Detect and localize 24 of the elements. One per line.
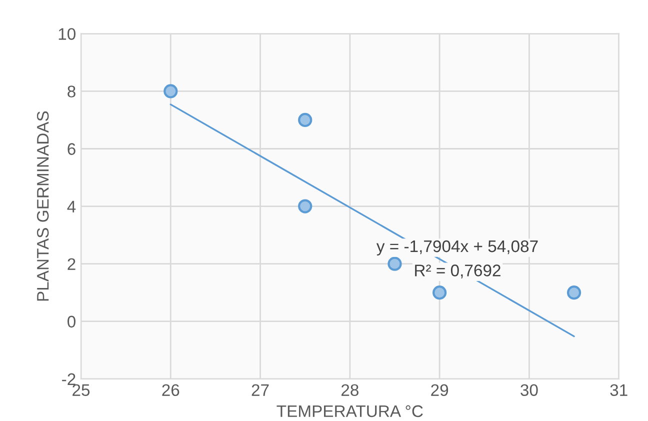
point [566, 286, 582, 300]
annotation: R² = 0,7692 [415, 264, 500, 278]
point [432, 286, 447, 300]
annotation: y = -1,7904x + 54,087 [376, 240, 538, 256]
point [298, 199, 312, 214]
x-tick-label: 27 [252, 384, 269, 396]
y-tick-label: 6 [68, 143, 76, 155]
y-tick-label: 4 [67, 200, 76, 212]
y-axis-title: PLANTAS GERMINADAS [36, 111, 49, 301]
y-tick-label: 10 [58, 28, 76, 40]
x-tick-label: 28 [341, 384, 358, 396]
y-tick-label: 8 [68, 86, 76, 98]
point [298, 112, 312, 128]
x-axis-title: TEMPERATURA °C [276, 405, 423, 418]
point [388, 256, 402, 271]
point [164, 84, 178, 98]
x-tick-label: 29 [431, 384, 448, 396]
x-tick-label: 26 [162, 384, 180, 396]
y-tick-label: 0 [68, 316, 76, 328]
y-tick-label: -2 [62, 373, 76, 385]
x-tick-label: 30 [520, 384, 538, 396]
y-tick-label: 2 [68, 258, 76, 270]
x-tick-label: 25 [72, 384, 90, 396]
x-tick-label: 31 [610, 384, 628, 396]
